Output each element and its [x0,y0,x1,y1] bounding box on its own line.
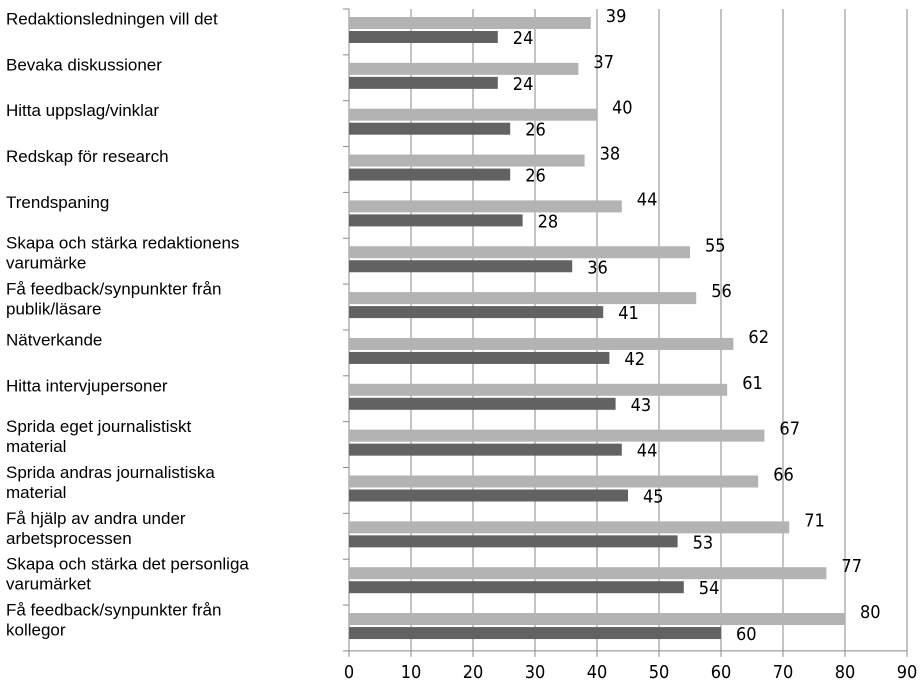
value-label: 56 [711,281,732,302]
value-label: 45 [643,487,664,508]
category-label: Skapa och stärka redaktionens [6,234,239,253]
value-label: 60 [736,624,757,645]
value-label: 38 [600,144,621,165]
bar [349,17,591,29]
x-tick-label: 20 [463,662,484,683]
value-label: 26 [525,120,546,141]
category-label: Redaktionsledningen vill det [6,9,218,28]
value-label: 43 [631,395,652,416]
bar [349,613,845,626]
bar [349,475,759,488]
value-label: 55 [705,235,726,256]
bar [349,627,721,640]
value-label: 42 [624,349,645,370]
bar [349,31,498,43]
bar [349,122,511,135]
bar [349,397,616,410]
x-tick-label: 10 [401,662,422,683]
bar [349,246,690,259]
value-label: 61 [742,373,763,394]
value-label: 40 [612,98,633,119]
value-label: 44 [637,189,658,210]
bar [349,581,684,594]
category-label: Få hjälp av andra under [6,509,186,528]
x-tick-label: 80 [835,662,856,683]
value-label: 26 [525,166,546,187]
value-label: 80 [860,602,881,623]
category-label: material [6,437,66,456]
value-label: 36 [587,257,608,278]
category-label: Sprida eget journalistiskt [6,417,191,436]
category-label: varumärket [6,575,91,594]
category-label: Bevaka diskussioner [6,55,162,74]
value-label: 44 [637,441,658,462]
value-label: 62 [748,327,769,348]
bar [349,292,697,305]
category-label: Nätverkande [6,330,102,349]
x-tick-label: 90 [897,662,918,683]
bar [349,306,604,319]
x-tick-label: 30 [525,662,546,683]
bar [349,567,827,580]
category-label: Hitta uppslag/vinklar [6,101,159,120]
value-label: 71 [804,510,825,531]
category-label: Hitta intervjupersoner [6,376,168,395]
x-tick-label: 50 [649,662,670,683]
bar [349,168,511,181]
value-label: 24 [513,28,534,49]
value-label: 39 [606,6,627,27]
value-label: 24 [513,74,534,95]
bar [349,76,498,89]
value-label: 54 [699,578,720,599]
category-label: publik/läsare [6,300,101,319]
category-label: Trendspaning [6,193,109,212]
bar [349,260,573,273]
category-label: Få feedback/synpunkter från [6,280,221,299]
bar [349,108,597,121]
bar [349,214,523,227]
category-label: Få feedback/synpunkter från [6,601,221,620]
category-label: kollegor [6,621,66,640]
bar [349,443,622,456]
category-label: Skapa och stärka det personliga [6,555,249,574]
value-label: 41 [618,303,639,324]
x-tick-label: 0 [344,662,354,683]
value-label: 67 [779,419,800,440]
bar [349,154,585,167]
bar [349,489,628,502]
bar [349,200,622,213]
category-label: Redskap för research [6,147,169,166]
bar [349,429,765,442]
value-label: 37 [593,52,614,73]
bar [349,521,790,534]
category-label: arbetsprocessen [6,529,132,548]
bar [349,383,728,396]
x-tick-label: 70 [773,662,794,683]
bar [349,351,610,364]
value-label: 77 [841,556,862,577]
bar [349,535,678,548]
x-tick-label: 60 [711,662,732,683]
bar [349,62,579,75]
category-label: varumärke [6,254,86,273]
category-label: Sprida andras journalistiska [6,463,215,482]
value-label: 66 [773,465,794,486]
x-tick-label: 40 [587,662,608,683]
bar [349,337,734,350]
value-label: 53 [693,532,714,553]
value-label: 28 [538,211,559,232]
category-label: material [6,483,66,502]
